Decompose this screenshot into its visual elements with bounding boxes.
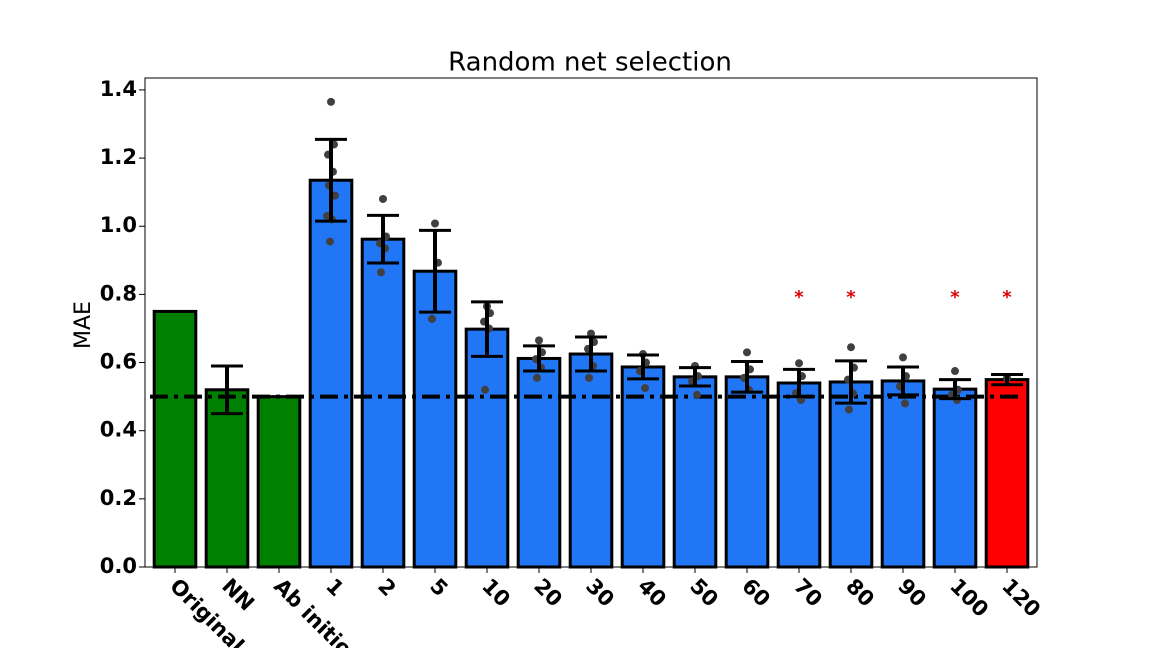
data-point — [326, 237, 334, 246]
data-point — [901, 399, 909, 408]
x-tick-label: 100 — [945, 574, 993, 622]
data-point — [533, 373, 541, 382]
bar — [932, 387, 978, 569]
x-tick-label: 1 — [321, 574, 348, 601]
y-tick-label: 0.6 — [100, 350, 137, 374]
y-tick-label: 1.4 — [100, 77, 137, 101]
bar — [672, 375, 718, 569]
data-point — [899, 353, 907, 362]
data-point — [481, 385, 489, 394]
data-point — [431, 219, 439, 228]
x-tick-label: 50 — [685, 574, 723, 612]
data-point — [377, 268, 385, 277]
y-axis-label: MAE — [71, 301, 96, 349]
chart-title: Random net selection — [448, 48, 732, 78]
bar — [464, 327, 510, 569]
data-point — [951, 367, 959, 376]
data-point — [327, 97, 335, 106]
data-point — [847, 343, 855, 352]
significance-marker: * — [950, 287, 960, 308]
bar — [880, 379, 926, 569]
bar — [412, 269, 458, 569]
y-tick-label: 0.0 — [100, 554, 137, 578]
data-point — [743, 348, 751, 357]
y-tick-label: 1.2 — [100, 145, 137, 169]
significance-marker: * — [794, 287, 804, 308]
data-point — [795, 359, 803, 368]
data-point — [535, 336, 543, 345]
data-point — [845, 405, 853, 414]
x-tick-label: 80 — [841, 574, 879, 612]
y-tick-label: 0.2 — [100, 486, 137, 510]
data-point — [379, 194, 387, 203]
x-tick-label: 10 — [477, 574, 515, 612]
bar — [776, 381, 822, 569]
y-tick-label: 1.0 — [100, 213, 137, 237]
bar — [724, 375, 770, 569]
data-point — [428, 314, 436, 323]
bar — [152, 309, 198, 569]
x-tick-label: 60 — [737, 574, 775, 612]
x-tick-label: NN — [217, 574, 259, 616]
bar — [204, 388, 250, 569]
data-point — [585, 373, 593, 382]
x-tick-label: 90 — [893, 574, 931, 612]
significance-marker: * — [846, 287, 856, 308]
x-tick-label: 2 — [373, 574, 400, 601]
bar — [256, 395, 302, 569]
bar — [516, 356, 562, 569]
y-tick-label: 0.4 — [100, 418, 137, 442]
x-tick-label: 40 — [633, 574, 671, 612]
bar — [984, 378, 1030, 569]
data-point — [693, 390, 701, 399]
data-point — [641, 384, 649, 393]
bar — [360, 237, 406, 569]
x-tick-label: 30 — [581, 574, 619, 612]
y-tick-label: 0.8 — [100, 281, 137, 305]
x-tick-label: 5 — [425, 574, 452, 601]
x-tick-label: 70 — [789, 574, 827, 612]
x-tick-label: 20 — [529, 574, 567, 612]
bar — [568, 352, 614, 569]
significance-marker: * — [1002, 287, 1012, 308]
x-tick-label: 120 — [997, 574, 1045, 622]
